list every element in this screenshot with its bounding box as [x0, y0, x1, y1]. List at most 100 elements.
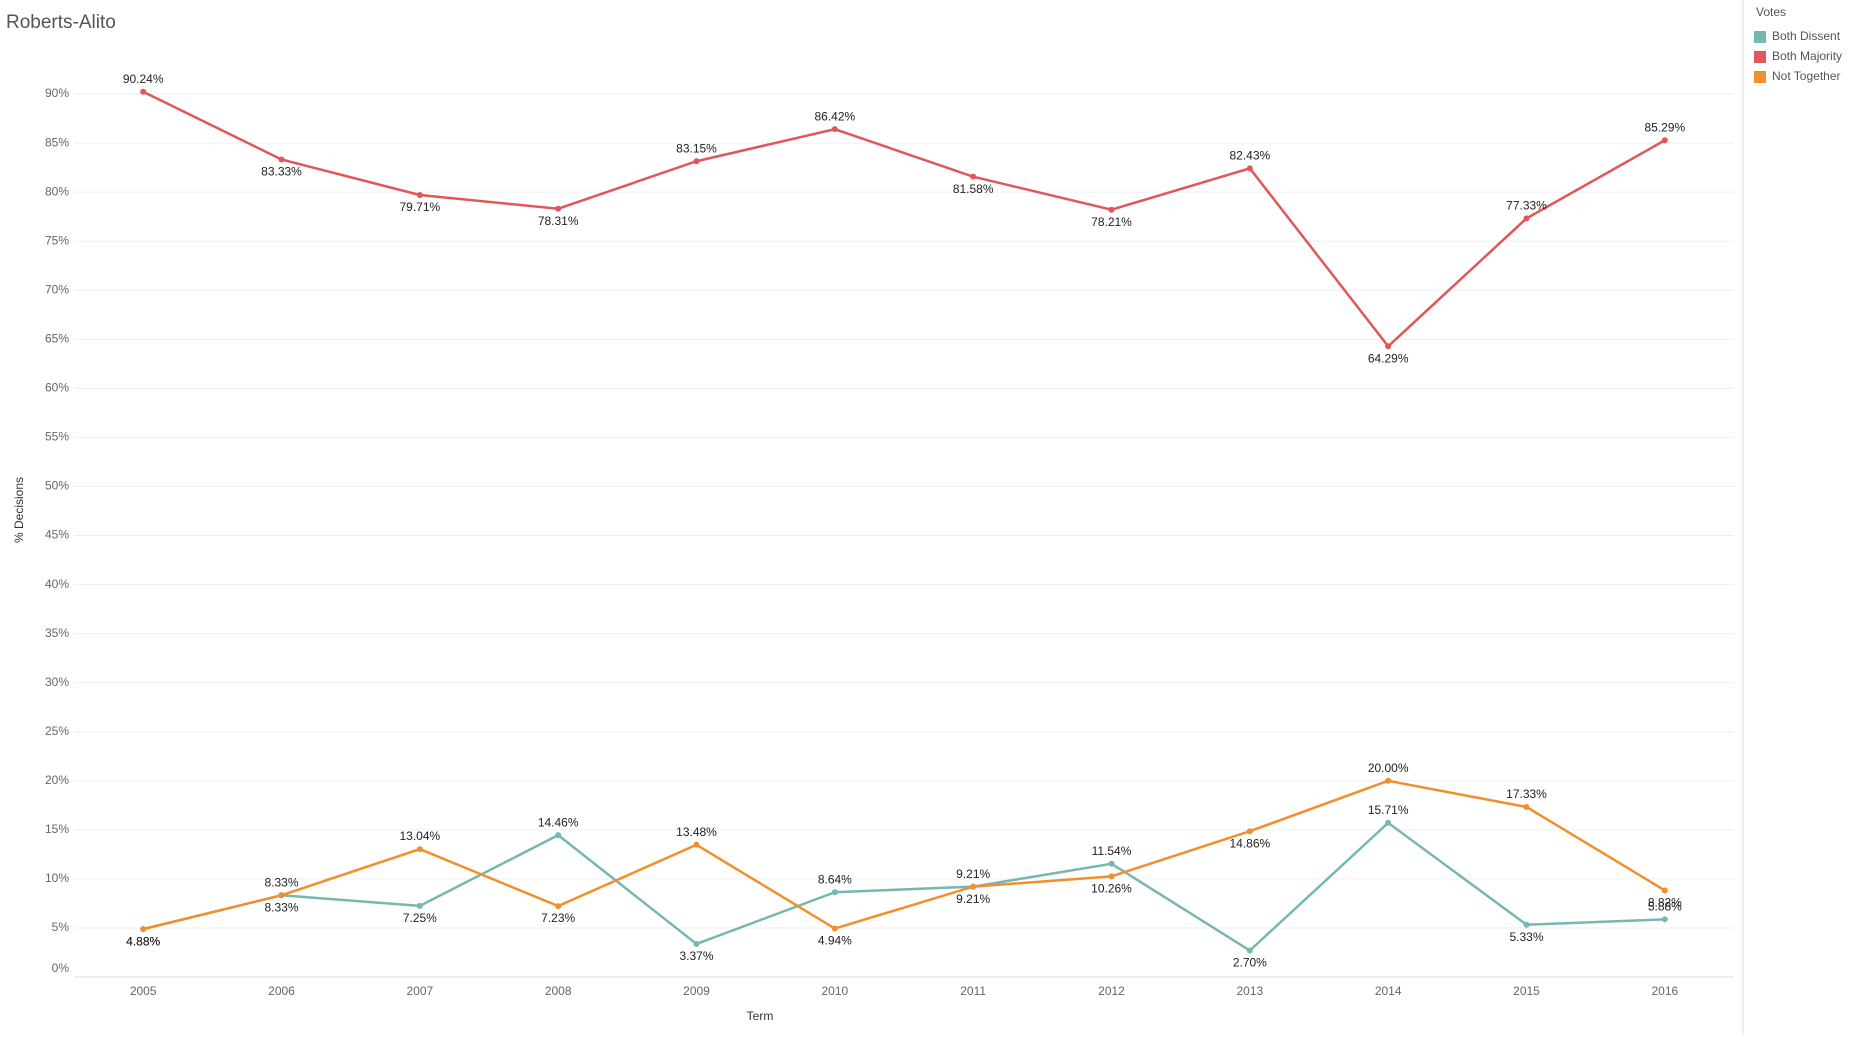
y-tick-label: 80% [45, 184, 69, 198]
y-tick-label: 30% [45, 675, 69, 689]
data-point [140, 88, 147, 95]
series-line [142, 779, 1666, 931]
data-point [831, 925, 838, 932]
data-point [1246, 165, 1253, 172]
data-label: 78.21% [1091, 215, 1132, 229]
data-point [1385, 777, 1392, 784]
data-point [693, 940, 700, 947]
data-point [831, 126, 838, 133]
data-label: 8.33% [264, 900, 298, 914]
data-point [555, 903, 562, 910]
y-tick-label: 10% [45, 871, 69, 885]
x-tick-label: 2013 [1236, 984, 1263, 998]
data-point [1385, 343, 1392, 350]
data-label: 15.71% [1368, 803, 1409, 817]
x-tick-label: 2014 [1375, 984, 1402, 998]
data-point [970, 173, 977, 180]
y-tick-label: 85% [45, 135, 69, 149]
data-point [140, 926, 147, 933]
data-point [1523, 803, 1530, 810]
y-tick-label: 70% [45, 282, 69, 296]
data-label: 20.00% [1368, 761, 1409, 775]
data-label: 83.33% [261, 165, 302, 179]
data-label: 9.21% [956, 867, 990, 881]
data-point [1108, 873, 1115, 880]
data-label: 3.37% [679, 949, 713, 963]
data-label: 4.94% [818, 934, 852, 948]
data-point [970, 883, 977, 890]
data-point [1108, 860, 1115, 867]
data-label: 14.46% [538, 815, 579, 829]
data-point [831, 889, 838, 896]
data-point [1108, 206, 1115, 213]
x-tick-label: 2010 [821, 984, 848, 998]
data-point [416, 192, 423, 199]
data-point [1661, 887, 1668, 894]
data-point [555, 832, 562, 839]
data-label: 8.33% [264, 875, 298, 889]
data-label: 8.82% [1648, 896, 1682, 910]
data-label: 4.88% [126, 934, 160, 948]
y-tick-label: 0% [52, 961, 70, 975]
legend-swatch [1754, 71, 1766, 83]
data-label: 13.04% [399, 829, 440, 843]
data-label: 82.43% [1229, 148, 1270, 162]
data-point [416, 902, 423, 909]
y-tick-label: 60% [45, 381, 69, 395]
data-point [1523, 215, 1530, 222]
data-point [693, 841, 700, 848]
x-tick-label: 2011 [960, 984, 986, 998]
x-tick-label: 2015 [1513, 984, 1540, 998]
x-tick-label: 2016 [1651, 984, 1678, 998]
legend-label: Not Together [1772, 69, 1841, 83]
data-point [555, 205, 562, 212]
y-tick-label: 5% [52, 920, 70, 934]
data-point [1523, 921, 1530, 928]
legend-title: Votes [1756, 5, 1786, 19]
data-point [1246, 947, 1253, 954]
y-tick-label: 35% [45, 626, 69, 640]
data-label: 64.29% [1368, 351, 1409, 365]
y-tick-label: 45% [45, 528, 69, 542]
data-label: 86.42% [814, 109, 855, 123]
x-tick-label: 2009 [683, 984, 710, 998]
legend-swatch [1754, 31, 1766, 43]
data-label: 5.88% [1648, 899, 1682, 913]
data-label: 2.70% [1233, 956, 1267, 970]
data-point [278, 892, 285, 899]
y-tick-label: 90% [45, 86, 69, 100]
legend-swatch [1754, 51, 1766, 63]
data-label: 90.24% [123, 72, 164, 86]
data-point [1661, 137, 1668, 144]
data-label: 83.15% [676, 141, 717, 155]
y-tick-label: 20% [45, 773, 69, 787]
data-label: 9.21% [956, 892, 990, 906]
legend-label: Both Majority [1772, 49, 1842, 63]
x-axis-title: Term [747, 1009, 774, 1023]
x-tick-label: 2008 [545, 984, 572, 998]
y-tick-label: 25% [45, 724, 69, 738]
data-label: 85.29% [1644, 120, 1685, 134]
x-tick-label: 2012 [1098, 984, 1125, 998]
data-label: 14.86% [1229, 836, 1270, 850]
y-tick-label: 75% [45, 233, 69, 247]
data-label: 13.48% [676, 825, 717, 839]
y-tick-label: 40% [45, 577, 69, 591]
data-point [1661, 916, 1668, 923]
data-point [278, 156, 285, 163]
data-label: 7.23% [541, 911, 575, 925]
data-label: 4.88% [126, 934, 160, 948]
data-label: 78.31% [538, 214, 579, 228]
y-tick-label: 50% [45, 479, 69, 493]
data-label: 10.26% [1091, 882, 1132, 896]
x-tick-label: 2007 [406, 984, 433, 998]
data-point [693, 158, 700, 165]
data-label: 79.71% [399, 200, 440, 214]
data-label: 5.33% [1509, 930, 1543, 944]
data-point [1385, 819, 1392, 826]
y-tick-label: 65% [45, 331, 69, 345]
data-label: 81.58% [953, 182, 994, 196]
data-point [416, 846, 423, 853]
